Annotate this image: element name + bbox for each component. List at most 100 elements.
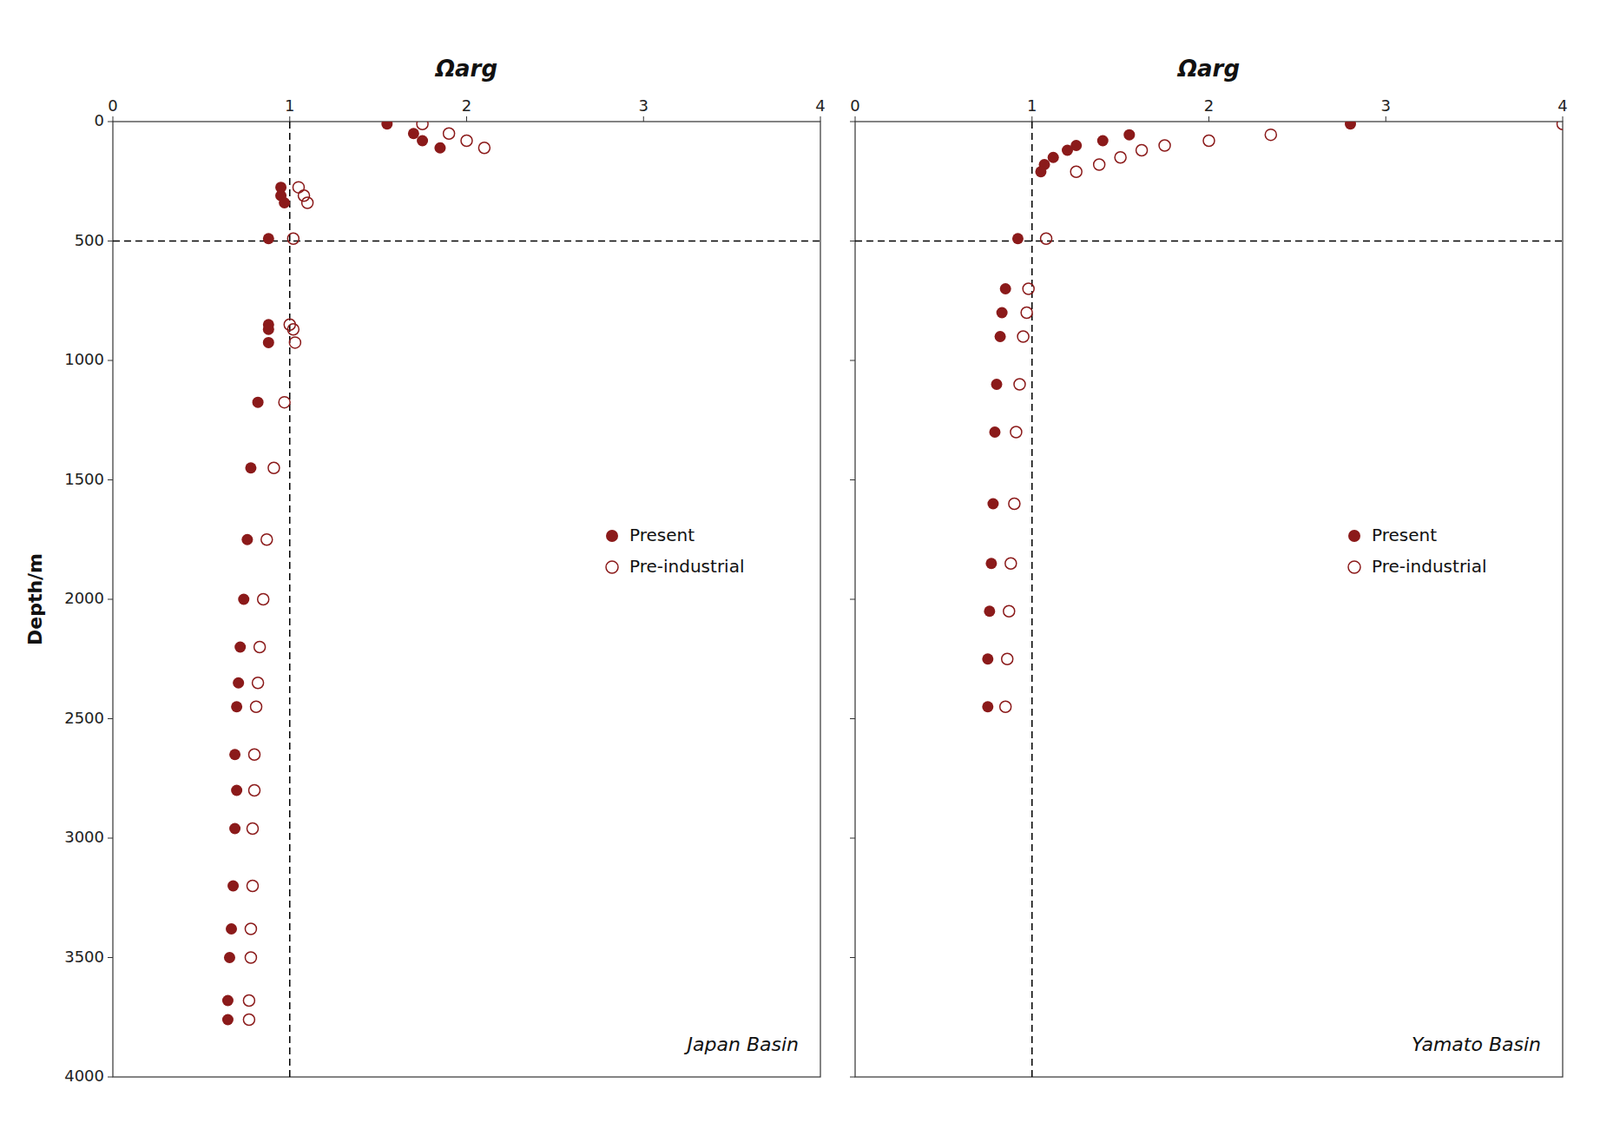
point bbox=[252, 396, 264, 409]
legend-marker bbox=[1348, 529, 1361, 542]
legend-label: Present bbox=[629, 524, 695, 546]
point bbox=[1000, 283, 1012, 295]
point bbox=[987, 498, 999, 510]
point bbox=[246, 823, 258, 835]
point bbox=[302, 197, 314, 209]
point bbox=[234, 641, 246, 653]
legend-marker bbox=[605, 529, 619, 542]
reference-line bbox=[112, 240, 821, 243]
point bbox=[249, 748, 261, 760]
legend-label: Pre-industrial bbox=[629, 555, 745, 577]
x-axis-label: Ωarg bbox=[434, 55, 498, 82]
point bbox=[1020, 307, 1033, 319]
y-tick bbox=[849, 121, 856, 123]
point bbox=[1557, 121, 1564, 130]
point bbox=[981, 652, 994, 665]
y-tick bbox=[107, 360, 113, 362]
y-tick bbox=[107, 1076, 113, 1078]
x-tick-label: 4 bbox=[1557, 96, 1568, 115]
point bbox=[416, 135, 428, 147]
y-tick-label: 2000 bbox=[64, 588, 105, 607]
point bbox=[996, 307, 1008, 319]
point bbox=[1022, 283, 1034, 295]
point bbox=[1003, 605, 1015, 617]
series bbox=[243, 121, 490, 1026]
x-tick-label: 1 bbox=[284, 96, 295, 115]
point bbox=[1158, 139, 1171, 152]
legend: PresentPre-industrial bbox=[1348, 524, 1487, 577]
point bbox=[1097, 135, 1109, 147]
point bbox=[254, 641, 266, 653]
point bbox=[381, 121, 393, 130]
x-tick bbox=[855, 116, 856, 122]
point bbox=[1005, 557, 1017, 569]
x-tick bbox=[466, 116, 468, 122]
y-tick bbox=[107, 479, 113, 481]
panel: 01234ΩargYamato BasinPresentPre-industri… bbox=[849, 55, 1569, 1077]
point bbox=[1013, 378, 1026, 390]
point bbox=[292, 181, 304, 193]
y-tick bbox=[849, 956, 856, 958]
point bbox=[246, 880, 258, 892]
point bbox=[478, 142, 490, 154]
point bbox=[1012, 232, 1024, 244]
point bbox=[1010, 426, 1022, 438]
y-tick bbox=[107, 121, 113, 123]
point bbox=[287, 232, 299, 244]
y-tick-label: 0 bbox=[94, 111, 105, 130]
point bbox=[230, 700, 243, 712]
series bbox=[981, 121, 1357, 712]
y-tick-label: 500 bbox=[74, 230, 105, 250]
point bbox=[225, 922, 238, 935]
y-tick-label: 1500 bbox=[64, 469, 105, 488]
y-axis-label: Depth/m bbox=[24, 553, 47, 646]
point bbox=[243, 1013, 255, 1026]
x-tick-label: 3 bbox=[1381, 96, 1391, 115]
point bbox=[1093, 158, 1106, 171]
point bbox=[991, 378, 1003, 390]
y-tick-label: 3000 bbox=[64, 827, 105, 846]
point bbox=[1070, 165, 1082, 178]
point bbox=[443, 127, 455, 139]
y-tick bbox=[849, 360, 856, 362]
x-tick-label: 3 bbox=[638, 96, 649, 115]
point bbox=[244, 461, 257, 474]
legend-label: Pre-industrial bbox=[1371, 555, 1487, 577]
y-tick bbox=[849, 837, 856, 839]
legend-marker bbox=[1348, 560, 1361, 573]
point bbox=[1344, 121, 1357, 130]
y-tick bbox=[107, 240, 113, 242]
point bbox=[278, 396, 290, 409]
point bbox=[229, 823, 241, 835]
point bbox=[1203, 135, 1215, 147]
x-tick bbox=[1385, 116, 1387, 122]
series bbox=[222, 121, 447, 1026]
y-tick bbox=[849, 479, 856, 481]
point bbox=[988, 426, 1001, 438]
point bbox=[244, 951, 257, 963]
y-tick bbox=[849, 599, 856, 600]
point bbox=[289, 336, 301, 349]
point bbox=[252, 677, 264, 689]
point bbox=[229, 748, 241, 760]
point bbox=[408, 127, 420, 139]
point bbox=[263, 232, 275, 244]
x-tick bbox=[289, 116, 290, 122]
y-tick-label: 3500 bbox=[64, 947, 105, 966]
point bbox=[1000, 700, 1012, 712]
x-tick bbox=[112, 116, 114, 122]
point bbox=[1114, 151, 1126, 164]
point bbox=[1001, 652, 1014, 665]
reference-line bbox=[1031, 121, 1034, 1077]
point bbox=[1008, 498, 1021, 510]
reference-line bbox=[289, 121, 291, 1077]
x-tick-label: 4 bbox=[815, 96, 825, 115]
y-tick bbox=[107, 599, 113, 600]
x-tick bbox=[820, 116, 822, 122]
series bbox=[1000, 121, 1563, 712]
point bbox=[434, 142, 446, 154]
y-tick bbox=[107, 956, 113, 958]
point bbox=[232, 677, 244, 689]
point bbox=[227, 880, 239, 892]
annotation: Yamato Basin bbox=[1411, 1033, 1541, 1055]
